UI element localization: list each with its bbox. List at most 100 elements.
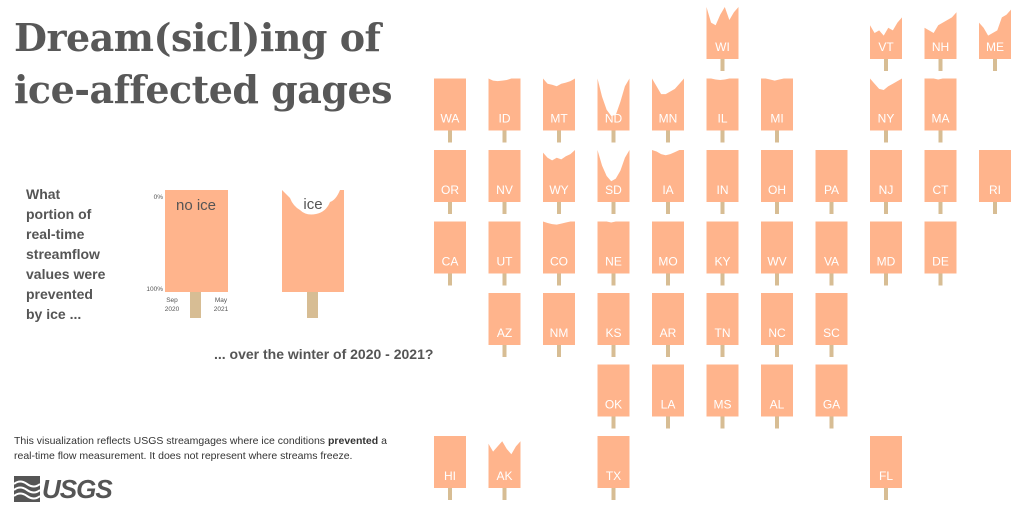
state-popsicle-az[interactable]: AZ bbox=[488, 293, 521, 357]
state-label: SC bbox=[823, 326, 840, 340]
state-popsicle-sd[interactable]: SD bbox=[597, 150, 630, 214]
state-popsicle-ri[interactable]: RI bbox=[979, 150, 1011, 214]
state-popsicle-ak[interactable]: AK bbox=[488, 441, 521, 500]
popsicle-stick bbox=[938, 130, 943, 143]
state-popsicle-wv[interactable]: WV bbox=[761, 221, 793, 286]
state-label: WI bbox=[715, 40, 730, 54]
state-popsicle-mt[interactable]: MT bbox=[543, 78, 575, 143]
state-popsicle-nm[interactable]: NM bbox=[543, 293, 575, 357]
state-label: AZ bbox=[497, 326, 512, 340]
disclaimer-text-end: a real-time flow measurement. It does no… bbox=[14, 435, 387, 462]
state-label: IN bbox=[717, 183, 729, 197]
question-continuation: ... over the winter of 2020 - 2021? bbox=[214, 346, 434, 362]
legend-ice-stick bbox=[307, 290, 318, 318]
state-popsicle-nj[interactable]: NJ bbox=[870, 150, 902, 214]
popsicle-stick bbox=[829, 416, 834, 429]
state-label: MS bbox=[714, 398, 732, 412]
state-popsicle-oh[interactable]: OH bbox=[761, 150, 793, 214]
state-label: WA bbox=[441, 112, 460, 126]
popsicle-body bbox=[761, 150, 793, 202]
state-popsicle-fl[interactable]: FL bbox=[870, 436, 902, 500]
state-popsicle-ny[interactable]: NY bbox=[870, 78, 902, 143]
popsicle-stick bbox=[611, 345, 616, 357]
popsicle-body bbox=[706, 150, 739, 202]
state-popsicle-nd[interactable]: ND bbox=[597, 78, 630, 143]
state-popsicle-wi[interactable]: WI bbox=[706, 7, 739, 71]
popsicle-stick bbox=[884, 273, 888, 286]
state-popsicle-in[interactable]: IN bbox=[706, 150, 739, 214]
usgs-logo[interactable]: USGS bbox=[14, 474, 113, 504]
popsicle-body bbox=[870, 78, 902, 131]
question-line: values were bbox=[26, 266, 106, 282]
state-popsicle-md[interactable]: MD bbox=[870, 221, 902, 286]
state-popsicle-hi[interactable]: HI bbox=[434, 436, 466, 500]
state-popsicle-il[interactable]: IL bbox=[706, 78, 739, 143]
state-label: NC bbox=[768, 326, 786, 340]
state-popsicle-ut[interactable]: UT bbox=[488, 221, 521, 286]
popsicle-body bbox=[434, 436, 466, 488]
state-popsicle-wy[interactable]: WY bbox=[543, 150, 575, 214]
state-popsicle-tn[interactable]: TN bbox=[706, 293, 739, 357]
popsicle-stick bbox=[720, 59, 725, 71]
state-popsicle-ga[interactable]: GA bbox=[815, 364, 848, 429]
state-popsicle-nv[interactable]: NV bbox=[488, 150, 521, 214]
state-popsicle-al[interactable]: AL bbox=[761, 364, 793, 429]
state-label: OR bbox=[441, 183, 459, 197]
state-popsicle-co[interactable]: CO bbox=[543, 221, 575, 286]
state-popsicle-tx[interactable]: TX bbox=[597, 436, 630, 500]
popsicle-body bbox=[652, 364, 684, 417]
state-popsicle-ok[interactable]: OK bbox=[597, 364, 630, 429]
legend-end-year: 2021 bbox=[214, 306, 229, 313]
state-popsicle-ky[interactable]: KY bbox=[706, 221, 739, 286]
state-popsicle-de[interactable]: DE bbox=[924, 221, 957, 286]
state-popsicle-ct[interactable]: CT bbox=[924, 150, 957, 214]
popsicle-stick bbox=[611, 130, 616, 143]
popsicle-stick bbox=[720, 130, 725, 143]
state-popsicle-mn[interactable]: MN bbox=[652, 78, 684, 143]
state-popsicle-or[interactable]: OR bbox=[434, 150, 466, 214]
state-label: MI bbox=[770, 112, 783, 126]
disclaimer-text: This visualization reflects USGS streamg… bbox=[14, 435, 328, 447]
popsicle-stick bbox=[720, 202, 725, 214]
state-popsicle-ma[interactable]: MA bbox=[924, 78, 957, 143]
state-popsicle-me[interactable]: ME bbox=[979, 9, 1011, 71]
state-popsicle-ca[interactable]: CA bbox=[434, 221, 466, 286]
state-popsicle-mo[interactable]: MO bbox=[652, 221, 684, 286]
state-label: LA bbox=[661, 398, 676, 412]
state-popsicle-id[interactable]: ID bbox=[488, 78, 521, 143]
state-label: PA bbox=[824, 183, 839, 197]
popsicle-stick bbox=[611, 202, 616, 214]
question-text: What portion of real-time streamflow val… bbox=[26, 184, 126, 324]
popsicle-stick bbox=[448, 130, 452, 143]
state-popsicle-ia[interactable]: IA bbox=[652, 150, 684, 214]
popsicle-body bbox=[870, 17, 902, 59]
state-popsicle-ks[interactable]: KS bbox=[597, 293, 630, 357]
state-popsicle-ar[interactable]: AR bbox=[652, 293, 684, 357]
popsicle-body bbox=[434, 221, 466, 274]
popsicle-stick bbox=[938, 273, 943, 286]
state-label: MD bbox=[877, 255, 896, 269]
state-popsicle-vt[interactable]: VT bbox=[870, 17, 902, 71]
state-popsicle-ne[interactable]: NE bbox=[597, 221, 630, 286]
state-popsicle-pa[interactable]: PA bbox=[815, 150, 848, 214]
state-label: AR bbox=[660, 326, 677, 340]
legend-no-ice-pop bbox=[165, 190, 228, 292]
popsicle-stick bbox=[720, 345, 725, 357]
popsicle-body bbox=[979, 9, 1011, 60]
state-popsicle-wa[interactable]: WA bbox=[434, 78, 466, 143]
state-popsicle-nh[interactable]: NH bbox=[924, 12, 957, 71]
popsicle-body bbox=[924, 221, 957, 274]
popsicle-body bbox=[434, 150, 466, 202]
state-popsicle-va[interactable]: VA bbox=[815, 221, 848, 286]
state-popsicle-la[interactable]: LA bbox=[652, 364, 684, 429]
popsicle-stick bbox=[502, 202, 507, 214]
state-label: NY bbox=[878, 112, 895, 126]
state-popsicle-nc[interactable]: NC bbox=[761, 293, 793, 357]
state-popsicle-sc[interactable]: SC bbox=[815, 293, 848, 357]
state-label: TX bbox=[606, 469, 621, 483]
state-popsicle-mi[interactable]: MI bbox=[761, 78, 793, 143]
state-popsicle-map: WI VT NH ME WA ID MT ND MN IL MI NY MA OR NV WY SD IA IN OH… bbox=[434, 7, 1011, 500]
popsicle-body bbox=[597, 78, 630, 131]
state-label: CA bbox=[442, 255, 459, 269]
state-popsicle-ms[interactable]: MS bbox=[706, 364, 739, 429]
